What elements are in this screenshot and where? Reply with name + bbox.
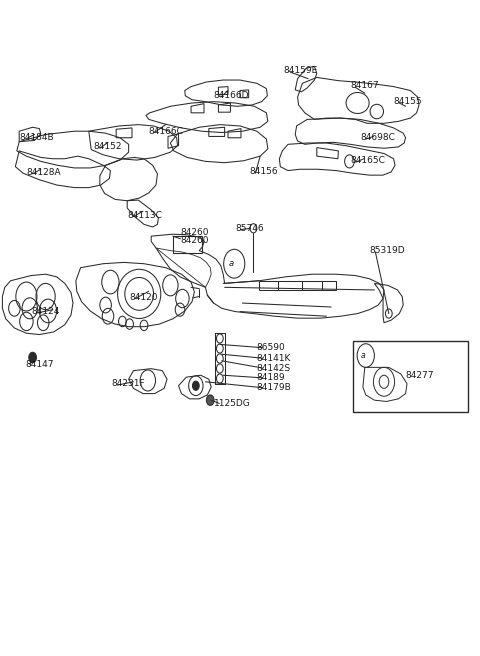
Text: 84147: 84147: [25, 359, 53, 369]
Text: 84260: 84260: [180, 228, 209, 237]
Text: 84277: 84277: [406, 371, 434, 380]
Circle shape: [206, 395, 214, 405]
Text: 84152: 84152: [94, 142, 122, 152]
Text: 84141K: 84141K: [257, 354, 291, 363]
Text: 86590: 86590: [257, 343, 286, 352]
Text: 84159E: 84159E: [283, 66, 317, 75]
Text: 84128A: 84128A: [26, 168, 61, 177]
Circle shape: [29, 352, 36, 363]
Text: 84189: 84189: [257, 373, 286, 382]
Text: 84179B: 84179B: [257, 383, 291, 392]
Text: 84166D: 84166D: [214, 91, 249, 100]
Text: 84120: 84120: [130, 293, 158, 302]
Text: 84231F: 84231F: [111, 379, 145, 388]
Text: 84156: 84156: [250, 167, 278, 176]
Text: 84124: 84124: [31, 307, 60, 316]
Text: 84166C: 84166C: [149, 127, 184, 136]
Text: 84167: 84167: [350, 81, 379, 90]
Text: 1125DG: 1125DG: [214, 399, 251, 408]
Text: 84698C: 84698C: [360, 133, 395, 142]
Text: 84113C: 84113C: [127, 211, 162, 220]
Text: 84155: 84155: [394, 97, 422, 106]
Text: 84184B: 84184B: [19, 133, 54, 142]
Text: a: a: [361, 351, 366, 360]
Text: 84165C: 84165C: [350, 156, 385, 165]
Text: 85319D: 85319D: [370, 246, 405, 255]
Text: a: a: [229, 259, 234, 268]
Text: 84260: 84260: [180, 236, 209, 245]
Text: 84142S: 84142S: [257, 363, 291, 373]
Circle shape: [192, 381, 199, 390]
Text: 85746: 85746: [235, 224, 264, 233]
